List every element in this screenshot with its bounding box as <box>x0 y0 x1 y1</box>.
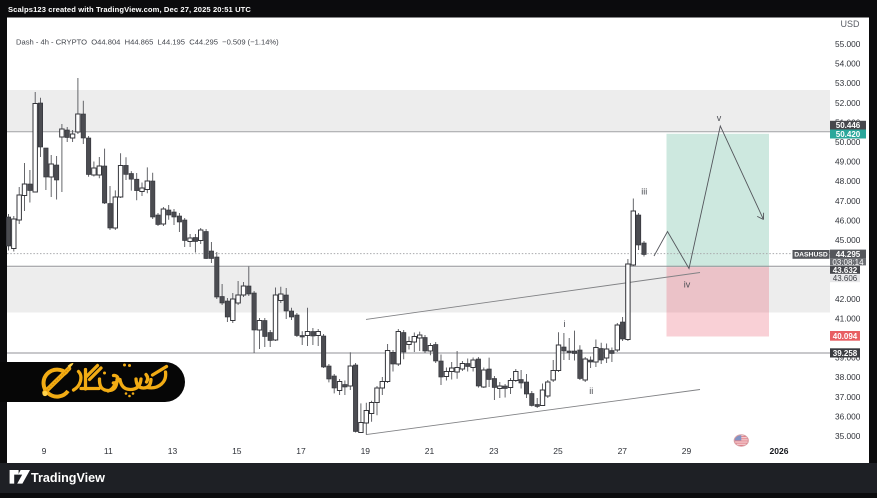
svg-text:37.000: 37.000 <box>835 392 861 402</box>
svg-text:23: 23 <box>489 446 499 456</box>
svg-text:USD: USD <box>840 19 860 29</box>
svg-text:38.000: 38.000 <box>835 372 861 382</box>
svg-text:2026: 2026 <box>770 446 789 456</box>
svg-text:v: v <box>717 113 722 123</box>
svg-text:Dash - 4h - CRYPTO O44.804 H: Dash - 4h - CRYPTO O44.804 H44.865 L44.1… <box>16 38 279 47</box>
svg-text:42.000: 42.000 <box>835 294 861 304</box>
svg-text:44.295: 44.295 <box>836 250 861 259</box>
svg-text:52.000: 52.000 <box>835 98 861 108</box>
svg-text:17: 17 <box>296 446 306 456</box>
svg-text:45.000: 45.000 <box>835 235 861 245</box>
svg-text:TradingView: TradingView <box>31 471 105 485</box>
svg-text:53.000: 53.000 <box>835 78 861 88</box>
svg-text:50.446: 50.446 <box>836 121 861 130</box>
svg-text:50.000: 50.000 <box>835 137 861 147</box>
svg-text:25: 25 <box>553 446 563 456</box>
svg-text:48.000: 48.000 <box>835 176 861 186</box>
svg-text:Scalps123 created with Trading: Scalps123 created with TradingView.com, … <box>8 5 251 14</box>
svg-text:9: 9 <box>42 446 47 456</box>
svg-text:iv: iv <box>684 280 691 290</box>
svg-text:55.000: 55.000 <box>835 39 861 49</box>
svg-text:39.000: 39.000 <box>835 353 861 363</box>
svg-text:40.094: 40.094 <box>833 332 858 341</box>
svg-text:21: 21 <box>425 446 435 456</box>
svg-text:29: 29 <box>682 446 692 456</box>
svg-text:54.000: 54.000 <box>835 59 861 69</box>
svg-text:iii: iii <box>641 187 647 197</box>
svg-text:27: 27 <box>618 446 628 456</box>
svg-text:39.258: 39.258 <box>833 349 858 358</box>
svg-text:03:08:14: 03:08:14 <box>832 258 864 267</box>
svg-text:ii: ii <box>589 386 593 396</box>
svg-text:11: 11 <box>104 446 113 456</box>
svg-text:47.000: 47.000 <box>835 196 861 206</box>
svg-text:36.000: 36.000 <box>835 411 861 421</box>
svg-text:i: i <box>564 319 566 329</box>
svg-text:41.000: 41.000 <box>835 313 861 323</box>
svg-text:43.606: 43.606 <box>833 274 858 283</box>
svg-text:19: 19 <box>361 446 371 456</box>
svg-text:43.632: 43.632 <box>833 266 858 275</box>
svg-text:15: 15 <box>232 446 242 456</box>
svg-text:DASHUSD: DASHUSD <box>794 252 828 259</box>
svg-text:49.000: 49.000 <box>835 157 861 167</box>
svg-text:35.000: 35.000 <box>835 431 861 441</box>
svg-text:50.420: 50.420 <box>836 130 861 139</box>
svg-text:13: 13 <box>168 446 178 456</box>
svg-text:46.000: 46.000 <box>835 215 861 225</box>
